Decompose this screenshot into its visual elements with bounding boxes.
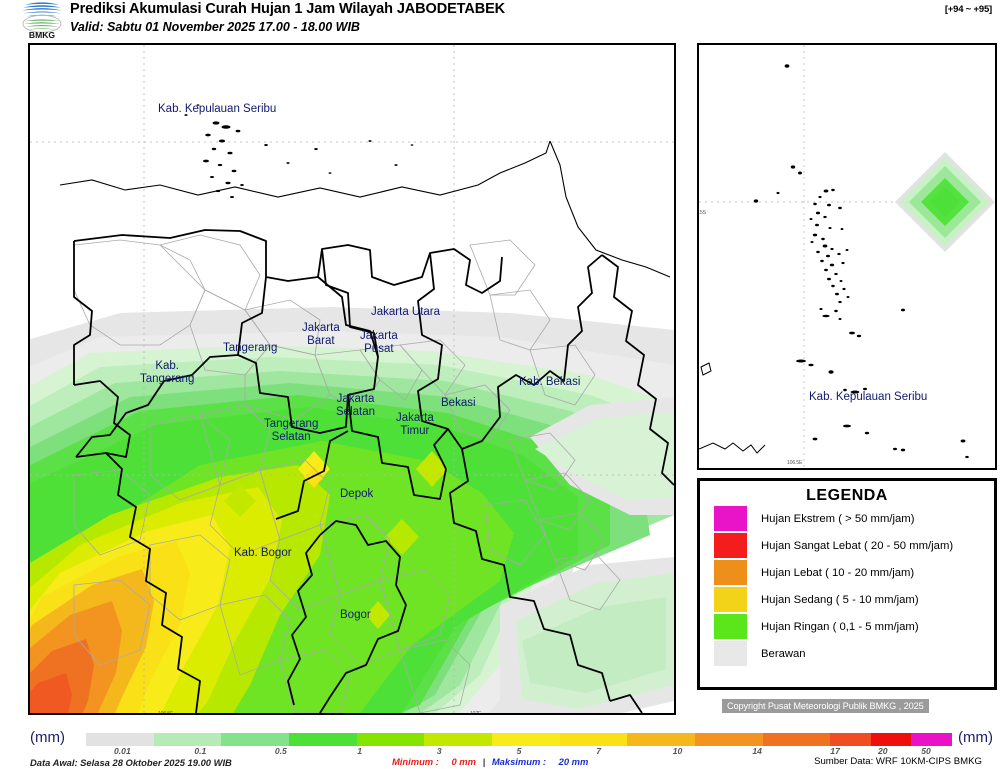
colorbar-tick: 7 (596, 746, 602, 756)
colorbar-tick: 0.5 (274, 746, 287, 756)
legend-label-berawan: Berawan (761, 647, 806, 660)
minimum-label: Minimum : (392, 756, 439, 767)
minmax-readout: Minimum : 0 mm | Maksimum : 20 mm (392, 756, 588, 767)
colorbar-seg (762, 733, 831, 746)
legend-item: Hujan Lebat ( 10 - 20 mm/jam) (714, 559, 994, 586)
title-block: Prediksi Akumulasi Curah Hujan 1 Jam Wil… (70, 1, 505, 35)
inset-axis-label-lon: 106.5E (787, 460, 803, 466)
legend-item: Hujan Sangat Lebat ( 20 - 50 mm/jam) (714, 532, 994, 559)
svg-text:BMKG: BMKG (29, 30, 55, 39)
maksimum-value: 20 mm (558, 756, 589, 767)
legend-title: LEGENDA (806, 487, 888, 504)
legend-label-sangat-lebat: Hujan Sangat Lebat ( 20 - 50 mm/jam) (761, 539, 954, 552)
colorbar-unit-left: (mm) (30, 729, 65, 746)
colorbar-seg (911, 733, 952, 746)
legend-label-ringan: Hujan Ringan ( 0,1 - 5 mm/jam) (761, 620, 919, 633)
legend-label-lebat: Hujan Lebat ( 10 - 20 mm/jam) (761, 566, 915, 579)
colorbar-tick: 50 (921, 746, 931, 756)
bmkg-logo: BMKG (22, 2, 62, 39)
main-map[interactable]: Kab. Kepulauan Seribu Tangerang Jakarta B… (28, 43, 676, 715)
colorbar (86, 733, 952, 746)
maksimum-label: Maksimum : (491, 756, 547, 767)
inset-map-kepulauan-seribu[interactable]: Kab. Kepulauan Seribu 5.5S 106.5E (697, 43, 997, 470)
legend-item: Berawan (714, 640, 994, 667)
inset-axis-label-lat: 5.5S (698, 210, 706, 216)
colorbar-seg (491, 733, 560, 746)
legend-label-sedang: Hujan Sedang ( 5 - 10 mm/jam) (761, 593, 919, 606)
colorbar-tick: 1 (357, 746, 363, 756)
valid-time: Valid: Sabtu 01 November 2025 17.00 - 18… (70, 20, 360, 34)
legend-swatch-ekstrem (714, 506, 747, 531)
colorbar-tick: 0.1 (194, 746, 207, 756)
colorbar-tick: 20 (877, 746, 888, 756)
legend-swatch-sedang (714, 587, 747, 612)
axis-label-lon: 107E (470, 711, 482, 715)
colorbar-tick: 10 (672, 746, 683, 756)
sumber-data-text: Sumber Data: WRF 10KM-CIPS BMKG (814, 756, 982, 767)
inset-map-canvas (699, 45, 995, 468)
colorbar-tick: 17 (830, 746, 840, 756)
legend-item: Hujan Ringan ( 0,1 - 5 mm/jam) (714, 613, 994, 640)
legend-panel: LEGENDA Hujan Ekstrem ( > 50 mm/jam) Huj… (697, 478, 997, 690)
legend-item: Hujan Sedang ( 5 - 10 mm/jam) (714, 586, 994, 613)
colorbar-seg (86, 733, 154, 746)
colorbar-unit-right: (mm) (958, 729, 993, 746)
colorbar-tick: 3 (436, 746, 442, 756)
colorbar-seg (627, 733, 695, 746)
colorbar-ticks: 0.01 0.1 0.5 1 3 5 7 10 14 17 20 50 (86, 746, 952, 756)
colorbar-seg (694, 733, 763, 746)
colorbar-seg (870, 733, 912, 746)
colorbar-seg (153, 733, 222, 746)
forecast-step-range: [+94 ~ +95] (944, 4, 992, 15)
minmax-separator: | (482, 756, 486, 767)
axis-label-lon: 106.5E (158, 711, 174, 715)
colorbar-tick: 14 (752, 746, 762, 756)
legend-label-ekstrem: Hujan Ekstrem ( > 50 mm/jam) (761, 512, 915, 525)
colorbar-tick: 0.01 (113, 746, 131, 756)
legend-swatch-lebat (714, 560, 747, 585)
copyright-badge: Copyright Pusat Meteorologi Publik BMKG … (722, 699, 929, 713)
legend-item: Hujan Ekstrem ( > 50 mm/jam) (714, 505, 994, 532)
colorbar-seg (356, 733, 425, 746)
colorbar-seg (288, 733, 357, 746)
legend-swatch-sangat-lebat (714, 533, 747, 558)
legend-swatch-berawan (714, 641, 747, 666)
colorbar-seg (221, 733, 289, 746)
minimum-value: 0 mm (451, 756, 476, 767)
legend-swatch-ringan (714, 614, 747, 639)
page-header: BMKG Prediksi Akumulasi Curah Hujan 1 Ja… (0, 0, 1000, 40)
colorbar-seg (830, 733, 871, 746)
colorbar-seg (559, 733, 628, 746)
colorbar-tick: 5 (516, 746, 522, 756)
colorbar-seg (424, 733, 492, 746)
page-title: Prediksi Akumulasi Curah Hujan 1 Jam Wil… (70, 1, 506, 17)
main-map-canvas (30, 45, 674, 713)
data-awal-text: Data Awal: Selasa 28 Oktober 2025 19.00 … (30, 757, 232, 768)
